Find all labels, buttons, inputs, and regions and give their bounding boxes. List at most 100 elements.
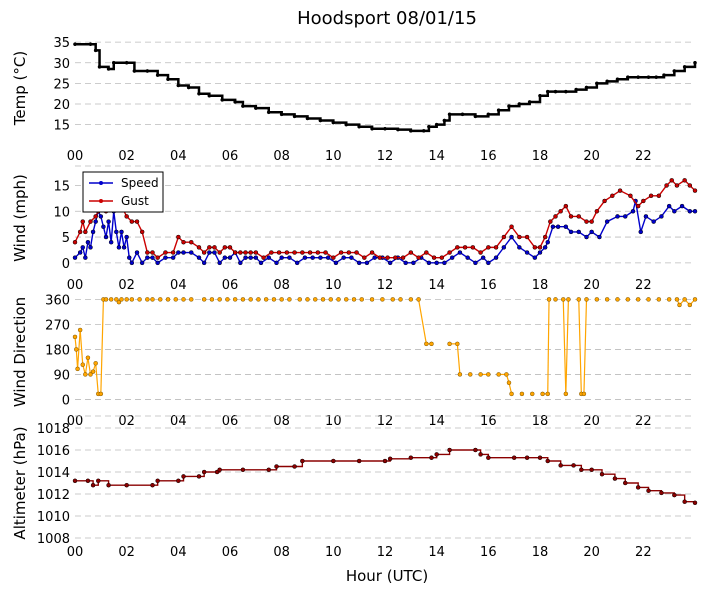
x-tick-label: 08 bbox=[273, 414, 290, 429]
data-point-temp bbox=[496, 108, 501, 113]
x-tick-label: 20 bbox=[583, 414, 600, 429]
data-point-altimeter bbox=[612, 476, 618, 481]
data-point-speed bbox=[568, 229, 574, 235]
data-point-speed bbox=[103, 234, 109, 240]
data-point-direction bbox=[80, 362, 85, 367]
series-segment-direction bbox=[84, 357, 89, 375]
data-point-direction bbox=[546, 297, 552, 302]
data-point-speed bbox=[630, 209, 636, 214]
data-point-temp bbox=[197, 91, 201, 96]
x-tick-label: 04 bbox=[170, 545, 187, 560]
data-point-direction bbox=[88, 372, 93, 377]
x-tick-label: 10 bbox=[325, 545, 342, 560]
data-point-altimeter bbox=[106, 482, 111, 488]
data-point-speed bbox=[176, 250, 181, 255]
data-point-gust bbox=[212, 245, 217, 250]
data-point-temp bbox=[563, 89, 568, 94]
data-point-temp bbox=[553, 89, 558, 94]
x-axis-label: Hour (UTC) bbox=[346, 567, 428, 585]
data-point-speed bbox=[325, 255, 331, 260]
data-point-temp bbox=[693, 60, 697, 65]
data-point-temp bbox=[473, 114, 478, 119]
data-point-speed bbox=[687, 209, 693, 214]
data-point-speed bbox=[77, 250, 83, 255]
data-point-temp bbox=[605, 79, 610, 84]
data-point-speed bbox=[597, 234, 602, 240]
data-point-altimeter bbox=[599, 471, 605, 477]
data-point-speed bbox=[106, 219, 111, 224]
data-point-gust bbox=[307, 250, 313, 255]
data-point-speed bbox=[85, 239, 91, 245]
data-point-speed bbox=[207, 250, 212, 255]
data-point-direction bbox=[429, 341, 434, 347]
y-tick-label: 10 bbox=[53, 205, 70, 220]
data-point-speed bbox=[243, 255, 248, 260]
data-point-temp bbox=[507, 104, 511, 108]
data-point-speed bbox=[509, 234, 514, 240]
data-point-speed bbox=[387, 260, 393, 266]
data-point-gust bbox=[134, 219, 140, 224]
data-point-speed bbox=[181, 250, 186, 255]
data-point-gust bbox=[243, 250, 248, 255]
data-point-speed bbox=[465, 255, 470, 260]
x-tick-label: 18 bbox=[532, 545, 549, 560]
data-point-gust bbox=[72, 239, 78, 245]
data-point-direction bbox=[369, 297, 375, 302]
data-point-speed bbox=[349, 255, 354, 260]
y-tick-label: 270 bbox=[45, 318, 70, 333]
x-tick-label: 22 bbox=[635, 149, 652, 164]
data-point-gust bbox=[532, 245, 538, 250]
data-point-gust bbox=[362, 255, 367, 260]
data-point-gust bbox=[181, 239, 186, 245]
data-point-gust bbox=[124, 214, 129, 219]
data-point-gust bbox=[656, 193, 662, 199]
data-point-gust bbox=[163, 250, 168, 255]
data-point-direction bbox=[604, 297, 610, 302]
data-point-gust bbox=[486, 245, 491, 250]
data-point-temp bbox=[584, 85, 589, 90]
data-point-gust bbox=[189, 239, 194, 245]
data-point-speed bbox=[121, 245, 127, 250]
data-point-temp bbox=[574, 87, 579, 92]
data-point-temp bbox=[186, 85, 191, 90]
legend-marker-gust bbox=[99, 199, 103, 203]
data-point-speed bbox=[679, 203, 685, 209]
data-point-speed bbox=[589, 229, 594, 235]
data-point-direction bbox=[328, 297, 333, 302]
data-point-gust bbox=[400, 255, 406, 260]
data-point-altimeter bbox=[623, 480, 628, 486]
data-point-direction bbox=[674, 297, 680, 302]
data-point-speed bbox=[124, 234, 129, 240]
data-point-temp bbox=[421, 128, 426, 133]
data-point-altimeter bbox=[292, 464, 297, 469]
x-tick-label: 06 bbox=[222, 545, 239, 560]
y-tick-label: 360 bbox=[45, 293, 70, 308]
y-tick-label: 180 bbox=[45, 343, 70, 358]
data-point-gust bbox=[93, 214, 98, 219]
data-point-direction bbox=[173, 297, 178, 302]
x-tick-label: 12 bbox=[377, 278, 394, 293]
data-point-direction bbox=[561, 297, 566, 302]
data-point-gust bbox=[88, 219, 93, 224]
data-point-speed bbox=[155, 260, 160, 266]
data-point-gust bbox=[377, 255, 383, 260]
data-point-gust bbox=[284, 250, 290, 255]
x-tick-label: 02 bbox=[118, 545, 135, 560]
data-point-speed bbox=[310, 255, 315, 260]
data-point-gust bbox=[548, 219, 553, 224]
data-point-temp bbox=[682, 65, 687, 69]
data-point-gust bbox=[201, 250, 207, 255]
x-tick-label: 16 bbox=[480, 278, 497, 293]
data-point-altimeter bbox=[646, 488, 651, 493]
y-tick-label: 15 bbox=[53, 119, 70, 134]
data-point-temp bbox=[145, 69, 150, 73]
data-point-speed bbox=[258, 260, 264, 266]
data-point-gust bbox=[602, 198, 607, 204]
data-point-gust bbox=[641, 198, 646, 204]
data-point-gust bbox=[470, 245, 476, 250]
x-tick-label: 12 bbox=[377, 414, 394, 429]
data-point-altimeter bbox=[356, 458, 362, 464]
x-tick-label: 16 bbox=[480, 545, 497, 560]
data-point-direction bbox=[287, 297, 292, 302]
